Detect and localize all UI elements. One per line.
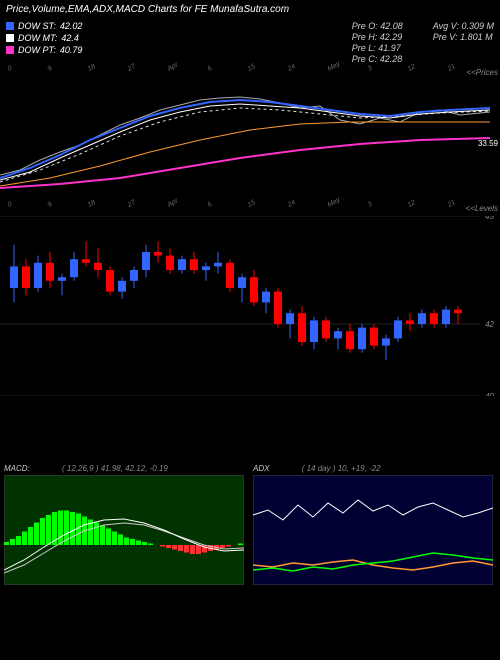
avg-vol: Avg V: 0.309 M Pre V: 1.801 M <box>433 21 494 64</box>
legend-mt-value: 42.4 <box>61 33 79 43</box>
candle-chart: 45 42 40 <box>0 216 500 396</box>
adx-box: ADX ( 14 day ) 10, +19, -22 <box>253 462 496 585</box>
pre-v: Pre V: 1.801 M <box>433 32 494 42</box>
candle-axis-label: <<Levels <box>466 204 498 213</box>
legend-row: DOW ST: 42.02 DOW MT: 42.4 DOW PT: 40.79… <box>0 19 500 66</box>
adx-chart <box>253 475 493 585</box>
legend-st-label: DOW ST: <box>18 21 56 31</box>
indicator-row: MACD: ( 12,26,9 ) 41.98, 42.12, -0.19 AD… <box>0 462 500 585</box>
macd-box: MACD: ( 12,26,9 ) 41.98, 42.12, -0.19 <box>4 462 247 585</box>
spacer <box>0 402 500 462</box>
pre-ohlc: Pre O: 42.08 Pre H: 42.29 Pre L: 41.97 P… <box>352 21 403 64</box>
legend-pt-label: DOW PT: <box>18 45 56 55</box>
svg-text:45: 45 <box>485 216 494 221</box>
svg-text:40: 40 <box>485 392 494 396</box>
chart-title: Price,Volume,EMA,ADX,MACD Charts for FE … <box>0 0 500 19</box>
swatch-pt <box>6 46 14 54</box>
pre-o: Pre O: 42.08 <box>352 21 403 31</box>
avg-v: Avg V: 0.309 M <box>433 21 494 31</box>
adx-vals: ( 14 day ) 10, +19, -22 <box>302 464 381 473</box>
legend-mt-label: DOW MT: <box>18 33 57 43</box>
svg-text:42: 42 <box>485 320 494 329</box>
legend-st: DOW ST: 42.02 <box>6 21 82 31</box>
legend-pt: DOW PT: 40.79 <box>6 45 82 55</box>
upper-price-panel: 091827Apr61524May31221 <<Prices 33.59 <box>0 66 500 196</box>
pre-h: Pre H: 42.29 <box>352 32 403 42</box>
legend-mt: DOW MT: 42.4 <box>6 33 82 43</box>
macd-vals: ( 12,26,9 ) 41.98, 42.12, -0.19 <box>62 464 168 473</box>
macd-label: MACD: <box>4 464 30 473</box>
macd-chart <box>4 475 244 585</box>
upper-price-chart <box>0 80 500 190</box>
candle-panel: 091827Apr61524May31221 454240 <<Levels <box>0 202 500 402</box>
swatch-mt <box>6 34 14 42</box>
legend-st-value: 42.02 <box>60 21 83 31</box>
price-label-r: 33.59 <box>478 139 498 148</box>
pre-c: Pre C: 42.28 <box>352 54 403 64</box>
adx-label: ADX <box>253 464 269 473</box>
pre-l: Pre L: 41.97 <box>352 43 403 53</box>
upper-axis-label: <<Prices <box>466 68 498 77</box>
swatch-st <box>6 22 14 30</box>
legend-pt-value: 40.79 <box>60 45 83 55</box>
